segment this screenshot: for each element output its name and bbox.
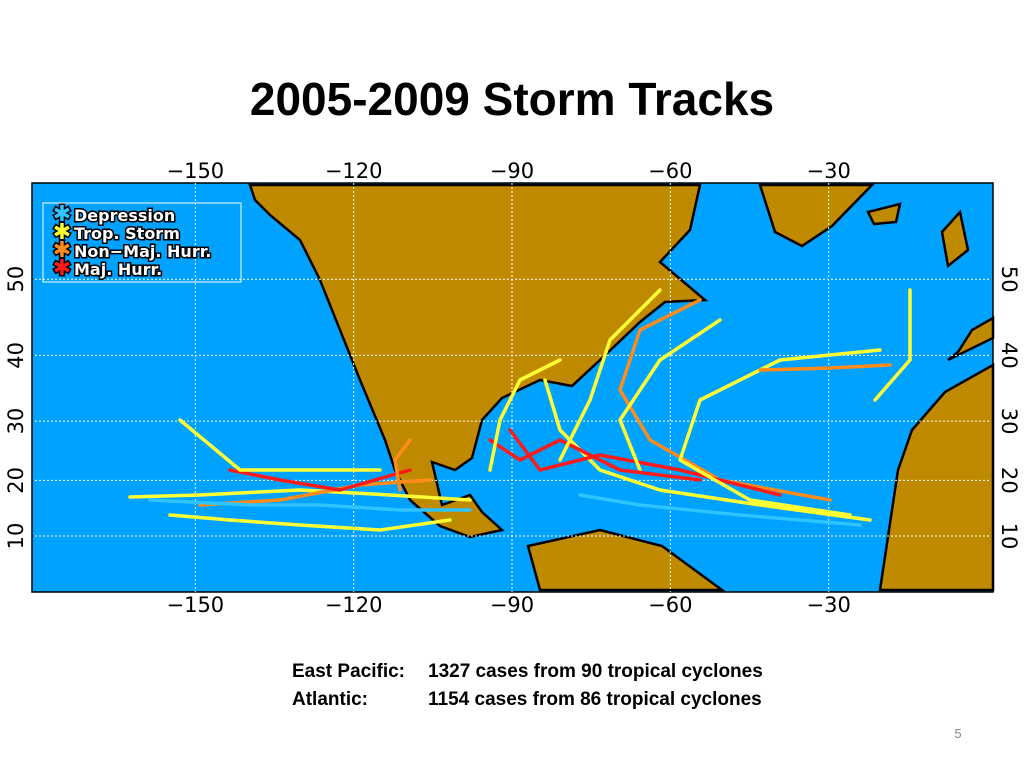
axis-ticks: −150 −150 −120 −120 −90 −90 −60 −60 −30 −30 10 10 20… [4,159,1021,617]
track [558,288,662,462]
y-tick-label-right: 50 [997,266,1021,293]
track [488,438,702,482]
track [148,498,472,512]
caption-label: Atlantic: [292,689,368,710]
track [128,488,472,502]
track [488,358,562,472]
track [228,468,412,492]
y-tick-label-right: 10 [997,523,1021,550]
y-tick-label-left: 30 [4,408,28,435]
y-tick-label-left: 40 [4,342,28,369]
x-tick-label-bottom: −60 [648,593,692,617]
y-tick-label-right: 20 [997,467,1021,494]
y-tick-label-right: 30 [997,408,1021,435]
y-tick-label-left: 10 [4,523,28,550]
legend-label: Non−Maj. Hurr. [74,242,211,261]
y-tick-label-left: 50 [4,266,28,293]
y-tick-label-right: 40 [997,342,1021,369]
slide-title: 2005-2009 Storm Tracks [250,73,774,125]
caption-text: 1154 cases from 86 tropical cyclones [428,689,762,710]
legend-marker: ✱ [53,238,71,263]
iceland [866,202,902,226]
x-tick-label-bottom: −90 [490,593,534,617]
x-tick-label-top: −30 [807,159,851,183]
legend-marker: ✱ [53,256,71,281]
track [543,378,872,522]
britain [940,209,970,269]
legend: ✱ Depression✱ Trop. Storm✱ Non−Maj. Hurr.✱ M… [51,201,213,283]
south-america [526,528,726,592]
legend-entry: ✱ Depression [51,201,176,229]
land [248,183,995,592]
legend-box [42,202,242,283]
legend-entry: ✱ Maj. Hurr. [51,255,163,283]
track [678,348,882,517]
legend-marker: ✱ [53,202,71,227]
legend-label: Trop. Storm [74,224,180,243]
caption: East Pacific: 1327 cases from 90 tropical… [292,661,763,710]
x-tick-label-top: −60 [648,159,692,183]
iberia [947,315,995,362]
track [178,418,382,472]
north-america [248,183,709,539]
x-tick-label-bottom: −30 [807,593,851,617]
track [168,513,452,532]
track [618,318,722,472]
legend-entry: ✱ Trop. Storm [51,219,181,247]
track [198,478,432,507]
legend-label: Maj. Hurr. [74,260,162,279]
legend-marker: ✱ [53,220,71,245]
x-tick-label-top: −120 [325,159,383,183]
x-tick-label-bottom: −150 [166,593,224,617]
legend-label: Depression [74,206,175,225]
track [578,493,862,527]
track [758,363,892,372]
track [873,288,912,402]
x-tick-label-bottom: −120 [325,593,383,617]
legend-entry: ✱ Non−Maj. Hurr. [51,237,213,265]
caption-label: East Pacific: [292,661,405,682]
greenland [758,183,875,248]
grid [35,183,989,592]
storm-tracks [128,288,912,532]
x-tick-label-top: −90 [490,159,534,183]
caption-text: 1327 cases from 90 tropical cyclones [428,661,763,682]
map: ✱ Depression✱ Trop. Storm✱ Non−Maj. Hurr.✱ M… [4,159,1021,617]
x-tick-label-top: −150 [166,159,224,183]
y-tick-label-left: 20 [4,467,28,494]
page-number: 5 [954,726,961,741]
track [393,438,412,492]
